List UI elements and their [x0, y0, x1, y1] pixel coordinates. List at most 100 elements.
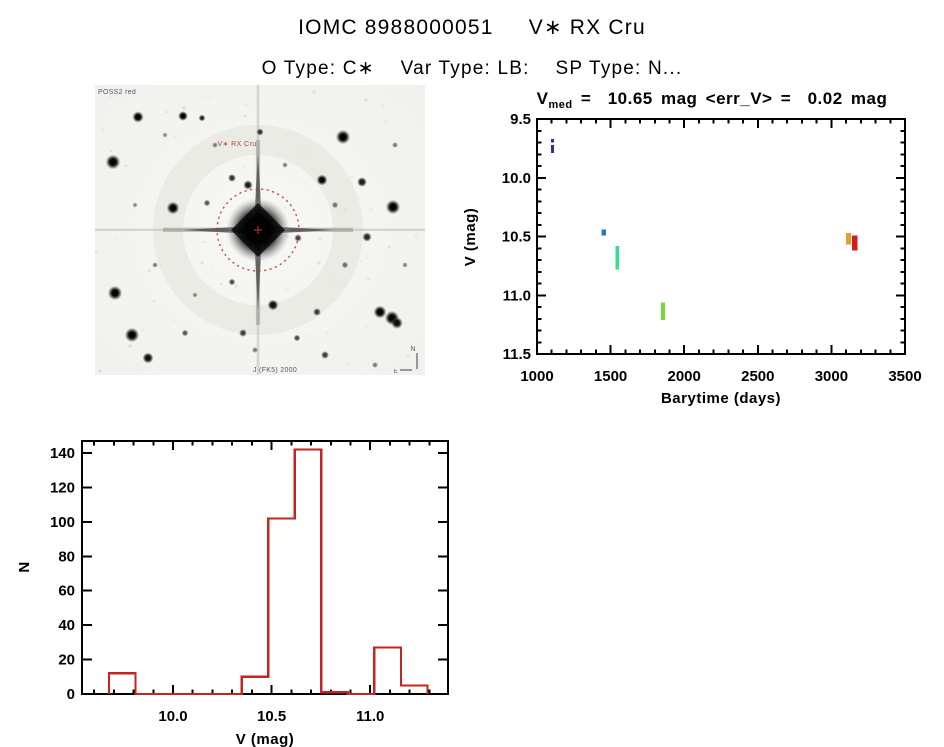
- y-tick-label: 80: [58, 548, 75, 565]
- y-tick-label: 11.5: [503, 346, 531, 363]
- x-tick-label: 11.0: [356, 708, 384, 725]
- field-star: [267, 299, 279, 311]
- noise-dot: [387, 245, 391, 249]
- field-star: [162, 132, 168, 138]
- lightcurve-xlabel: Barytime (days): [661, 390, 781, 407]
- noise-dot: [155, 289, 157, 291]
- target-label: V∗ RX Cru: [217, 141, 256, 148]
- noise-dot: [219, 282, 223, 286]
- noise-dot: [365, 276, 369, 280]
- y-tick-label: 60: [58, 583, 75, 600]
- noise-dot: [327, 278, 331, 282]
- noise-dot: [165, 110, 169, 114]
- noise-dot: [365, 325, 369, 329]
- y-tick-label: 9.5: [510, 111, 531, 128]
- noise-dot: [367, 277, 371, 281]
- noise-dot: [243, 114, 247, 118]
- field-star: [313, 308, 321, 316]
- noise-dot: [159, 264, 161, 266]
- field-star: [152, 262, 158, 268]
- noise-dot: [94, 250, 98, 254]
- noise-dot: [108, 94, 112, 98]
- noise-dot: [118, 92, 120, 94]
- noise-dot: [302, 150, 306, 154]
- noise-dot: [234, 284, 238, 288]
- noise-dot: [342, 283, 346, 287]
- page-title: IOMC 8988000051 V∗ RX Cru: [298, 16, 646, 39]
- lightcurve-title-rest: = 10.65 mag <err_V> = 0.02 mag: [573, 89, 888, 108]
- noise-dot: [210, 266, 214, 270]
- field-star: [132, 111, 144, 123]
- histogram-xlabel: V (mag): [236, 731, 295, 747]
- field-star: [228, 278, 236, 286]
- noise-dot: [366, 257, 368, 259]
- field-stars: [105, 111, 408, 369]
- corner-mark: ,: [99, 366, 101, 373]
- y-tick-label: 10.5: [502, 229, 531, 246]
- noise-dot: [346, 356, 348, 358]
- x-tick-label: 3000: [815, 368, 848, 385]
- noise-dot: [124, 164, 128, 168]
- histogram-bars: [108, 448, 429, 696]
- field-star: [107, 285, 123, 301]
- noise-dot: [359, 259, 363, 263]
- noise-dot: [325, 331, 329, 335]
- field-star: [321, 351, 329, 359]
- field-star: [331, 201, 339, 209]
- noise-dot: [321, 122, 323, 124]
- noise-dot: [200, 261, 204, 265]
- lightcurve-ylabel: V (mag): [462, 208, 479, 267]
- noise-dot: [202, 240, 206, 244]
- photometry-aperture-circle: [216, 188, 300, 272]
- noise-dot: [260, 306, 264, 310]
- field-star: [181, 329, 189, 337]
- y-tick-label: 120: [50, 479, 75, 496]
- noise-dot: [173, 320, 175, 322]
- noise-dot: [312, 90, 316, 94]
- field-star: [105, 154, 121, 170]
- field-star: [391, 141, 399, 149]
- noise-dot: [224, 200, 226, 202]
- histogram-plot: N V (mag) 10.0 10.5 11.0 0 20 40 60 80 100 120 140: [16, 440, 449, 747]
- noise-dot: [318, 237, 322, 241]
- field-star: [293, 334, 301, 342]
- y-tick-label: 140: [50, 445, 75, 462]
- noise-dot: [305, 334, 309, 338]
- noise-dot: [346, 362, 350, 366]
- y-tick-label: 0: [67, 686, 75, 703]
- y-tick-label: 20: [58, 652, 75, 669]
- field-star: [243, 180, 253, 190]
- noise-dot: [128, 344, 132, 348]
- noise-dot: [396, 198, 398, 200]
- noise-dot: [115, 237, 119, 241]
- noise-dot: [373, 168, 375, 170]
- field-star: [373, 305, 387, 319]
- x-tick-label: 10.0: [158, 708, 187, 725]
- x-tick-label: 2500: [741, 368, 774, 385]
- x-tick-label: 2000: [668, 368, 701, 385]
- noise-dot: [383, 119, 387, 123]
- compass-north-label: N: [410, 346, 415, 353]
- x-tick-label: 3500: [888, 368, 921, 385]
- compass-east-label: E: [394, 369, 398, 375]
- field-star: [251, 346, 259, 354]
- field-star: [124, 327, 140, 343]
- noise-dot: [406, 354, 410, 358]
- y-tick-label: 40: [58, 617, 75, 634]
- y-tick-label: 10.0: [502, 170, 531, 187]
- coordinates-caption: J (FK5) 2000: [253, 367, 297, 374]
- noise-dot: [364, 98, 368, 102]
- field-star: [178, 111, 188, 121]
- noise-dot: [147, 269, 151, 273]
- field-star: [294, 234, 302, 242]
- plot-frame: [81, 440, 449, 695]
- noise-dot: [195, 131, 197, 133]
- noise-dot: [141, 328, 145, 332]
- lightcurve-frame: 1000 1500 2000 2500 3000 3500 9.5 10.0 10.5 11.0 1…: [502, 111, 922, 385]
- field-star: [391, 317, 403, 329]
- field-star: [341, 261, 349, 269]
- field-star: [402, 262, 408, 268]
- noise-dot: [244, 103, 248, 107]
- histogram-outline: [108, 448, 429, 696]
